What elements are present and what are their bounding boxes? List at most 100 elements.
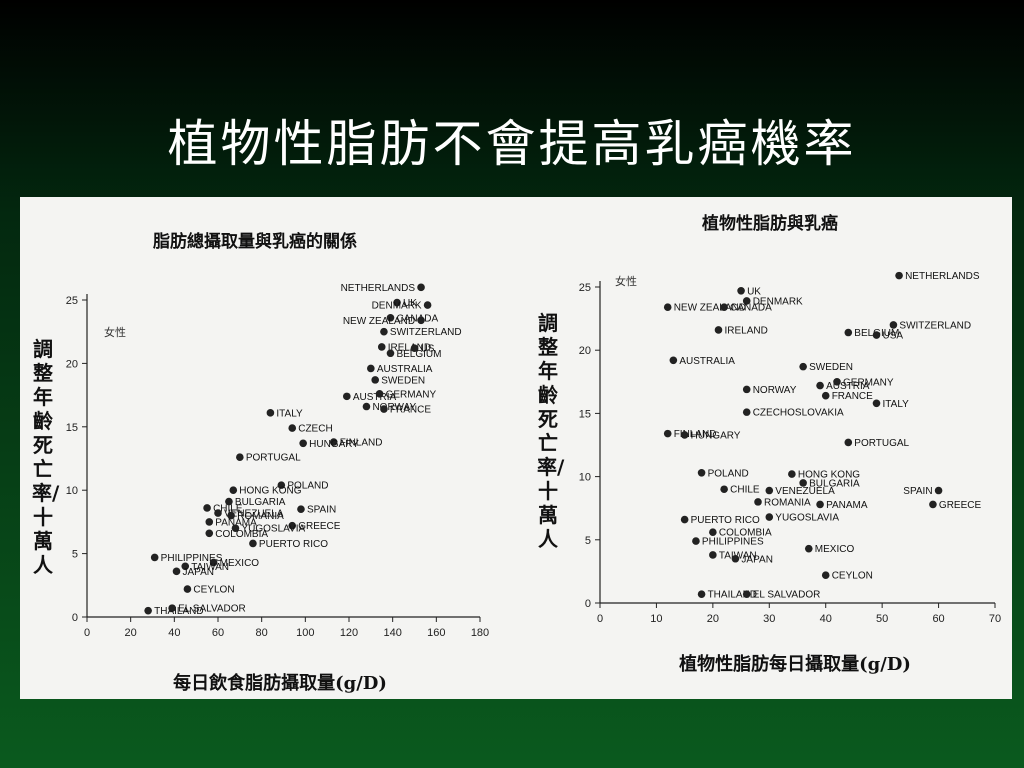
data-point bbox=[375, 390, 384, 398]
point-label: SWITZERLAND bbox=[390, 327, 462, 338]
data-point bbox=[872, 399, 881, 408]
data-point bbox=[386, 313, 395, 322]
data-point bbox=[663, 429, 672, 438]
data-point bbox=[889, 321, 898, 329]
point-label: THAILAND bbox=[708, 590, 757, 601]
x-tick-label: 70 bbox=[989, 613, 1001, 625]
data-point bbox=[929, 500, 937, 509]
data-point bbox=[709, 528, 717, 537]
total-fat-chart: 脂肪總攝取量與乳癌的關係 調整年齡死亡率/十萬人 女性 0 20 40 60 80 100… bbox=[20, 197, 525, 699]
point-label: POLAND bbox=[287, 481, 328, 492]
data-point bbox=[380, 405, 388, 413]
point-label: PANAMA bbox=[215, 517, 257, 528]
point-label: CEYLON bbox=[193, 585, 234, 596]
point-label: ROMANIA bbox=[764, 497, 811, 508]
data-point bbox=[720, 485, 728, 494]
data-point bbox=[692, 537, 700, 545]
point-label: HUNGARY bbox=[309, 439, 359, 450]
x-tick-label: 0 bbox=[597, 613, 603, 625]
point-label: NORWAY bbox=[372, 402, 416, 413]
data-point bbox=[895, 271, 903, 280]
point-label: VENEZUELA bbox=[224, 509, 284, 520]
point-label: VENEZUELA bbox=[775, 486, 835, 497]
point-label: POLAND bbox=[708, 468, 749, 479]
data-point bbox=[288, 424, 297, 432]
point-label: NETHERLANDS bbox=[341, 283, 416, 294]
point-label: HONG KONG bbox=[798, 470, 860, 481]
x-tick-label: 60 bbox=[932, 613, 944, 625]
data-point bbox=[731, 554, 740, 563]
data-point bbox=[720, 303, 728, 312]
y-tick-label: 10 bbox=[579, 472, 591, 484]
data-point bbox=[329, 438, 338, 446]
x-axis-title: 每日飲食脂肪攝取量(g/D) bbox=[173, 673, 387, 694]
data-point bbox=[697, 590, 706, 598]
point-label: FRANCE bbox=[832, 391, 873, 402]
point-label: SWITZERLAND bbox=[899, 320, 971, 331]
point-label: PHILIPPINES bbox=[161, 553, 223, 564]
point-label: GERMANY bbox=[843, 377, 894, 388]
y-tick-label: 25 bbox=[66, 295, 78, 307]
point-label: AUSTRIA bbox=[826, 381, 870, 392]
y-tick-label: 25 bbox=[579, 282, 591, 294]
y-tick-label: 5 bbox=[585, 535, 591, 547]
data-point bbox=[168, 604, 176, 612]
point-label: USA bbox=[883, 331, 904, 342]
data-point bbox=[417, 283, 425, 292]
point-label: UK bbox=[403, 298, 417, 309]
data-point bbox=[299, 439, 307, 448]
point-label: IRELAND bbox=[725, 325, 768, 336]
point-label: PHILIPPINES bbox=[702, 537, 764, 548]
data-point bbox=[754, 498, 762, 506]
data-point bbox=[804, 544, 813, 553]
point-label: GREECE bbox=[298, 521, 341, 532]
x-tick-label: 40 bbox=[820, 613, 832, 625]
data-point bbox=[680, 515, 689, 524]
y-tick-label: 20 bbox=[66, 358, 78, 370]
data-point bbox=[183, 585, 192, 593]
data-point bbox=[277, 481, 286, 489]
data-point bbox=[343, 392, 351, 401]
data-point bbox=[393, 298, 401, 307]
data-point bbox=[227, 511, 235, 520]
point-label: DENMARK bbox=[372, 301, 422, 312]
scatter-plot: 0 10 20 30 40 50 60 70 0 5 10 15 20 25 NETHERLANDS UKDE… bbox=[579, 271, 1001, 625]
x-tick-label: 0 bbox=[84, 627, 90, 639]
point-label: FRANCE bbox=[390, 405, 431, 416]
y-tick-label: 20 bbox=[579, 345, 591, 357]
data-point bbox=[934, 486, 943, 495]
point-label: SWEDEN bbox=[809, 362, 853, 373]
data-point bbox=[833, 378, 841, 386]
point-label: AUSTRALIA bbox=[679, 356, 735, 367]
point-label: NEW ZEALAND bbox=[674, 303, 746, 314]
point-label: CEYLON bbox=[832, 571, 873, 582]
data-point bbox=[386, 349, 395, 358]
point-label: HUNGARY bbox=[691, 430, 741, 441]
point-label: ROMANIA bbox=[237, 511, 284, 522]
x-tick-label: 100 bbox=[296, 627, 314, 639]
point-label: DENMARK bbox=[753, 296, 803, 307]
point-label: AUSTRIA bbox=[353, 392, 397, 403]
data-point bbox=[249, 539, 257, 548]
point-label: SPAIN bbox=[307, 505, 336, 516]
data-point bbox=[231, 524, 240, 533]
x-axis-title: 植物性脂肪每日攝取量(g/D) bbox=[679, 654, 911, 675]
data-point bbox=[367, 364, 375, 373]
data-point bbox=[377, 343, 386, 351]
y-tick-label: 15 bbox=[66, 422, 78, 434]
data-point bbox=[799, 362, 807, 371]
vegetable-fat-chart: 植物性脂肪與乳癌 調整年齡死亡率/十萬人 女性 0 10 20 30 40 50 60 70 0… bbox=[525, 197, 1012, 699]
data-point bbox=[205, 529, 214, 538]
x-tick-label: 50 bbox=[876, 613, 888, 625]
point-label: CANADA bbox=[730, 303, 772, 314]
data-point bbox=[697, 469, 706, 477]
point-label: JAPAN bbox=[183, 567, 215, 578]
data-point bbox=[742, 590, 751, 598]
point-label: UK bbox=[747, 286, 761, 297]
data-point bbox=[788, 470, 796, 478]
x-tick-label: 20 bbox=[707, 613, 719, 625]
data-point bbox=[205, 518, 214, 526]
data-point bbox=[765, 486, 774, 495]
point-label: PANAMA bbox=[826, 500, 868, 511]
data-point bbox=[821, 571, 830, 579]
